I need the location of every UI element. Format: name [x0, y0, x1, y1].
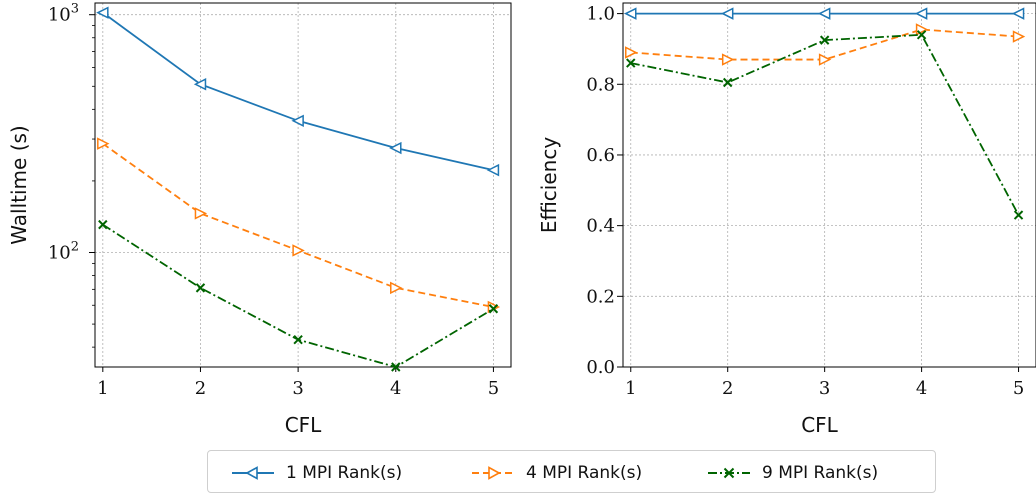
data-point-4-mpi-rank-s [915, 23, 929, 36]
x-tick-label: 2 [722, 378, 733, 399]
y-tick-label: 103 [48, 2, 79, 26]
x-axis-title: CFL [801, 413, 838, 437]
legend: 1 MPI Rank(s) 4 MPI Rank(s) 9 MPI Rank(s… [207, 450, 936, 493]
data-point-9-mpi-rank-s [488, 304, 499, 314]
data-point-1-mpi-rank-s [193, 78, 207, 91]
x-tick-label: 3 [292, 378, 303, 399]
legend-item-1-rank: 1 MPI Rank(s) [230, 451, 402, 494]
axes-frame [94, 2, 512, 368]
walltime-plot: 1 2 3 4 5 102 103 CFL Walltime (s) [7, 2, 512, 437]
y-axis-title: Efficiency [537, 137, 561, 234]
data-point-1-mpi-rank-s [624, 7, 637, 20]
y-tick-label: 0.4 [586, 216, 615, 237]
data-point-1-mpi-rank-s [721, 7, 734, 20]
x-tick-label: 5 [488, 378, 499, 399]
y-tick-label: 0.2 [586, 286, 615, 307]
x-tick-label: 1 [625, 378, 636, 399]
data-point-9-mpi-rank-s [916, 30, 927, 40]
data-point-4-mpi-rank-s [818, 53, 832, 66]
data-point-1-mpi-rank-s [291, 114, 304, 128]
efficiency-plot: 1 2 3 4 5 0.0 0.2 0.4 0.6 0.8 1.0 CFL Efficiency [537, 2, 1036, 437]
x-axis-title: CFL [285, 413, 322, 437]
grid [95, 3, 511, 367]
y-tick-label: 102 [48, 240, 79, 264]
y-tick-label: 0.0 [586, 357, 615, 378]
legend-swatch-1-rank [232, 465, 274, 480]
x-tick-label: 2 [195, 378, 206, 399]
data-point-1-mpi-rank-s [817, 7, 831, 20]
y-tick-label: 1.0 [586, 4, 615, 25]
legend-item-9-rank: 9 MPI Rank(s) [706, 451, 878, 494]
data-point-9-mpi-rank-s [98, 219, 108, 230]
axes-frame [622, 2, 1036, 368]
data-point-9-mpi-rank-s [1013, 210, 1024, 220]
x-tick-label: 3 [819, 378, 830, 399]
data-point-4-mpi-rank-s [194, 207, 208, 220]
legend-label-1-rank: 1 MPI Rank(s) [286, 462, 403, 483]
data-point-9-mpi-rank-s [626, 58, 636, 68]
x-tick-label: 4 [916, 378, 927, 399]
x-tick-label: 5 [1013, 378, 1024, 399]
data-point-1-mpi-rank-s [914, 7, 928, 20]
data-point-1-mpi-rank-s [389, 141, 402, 155]
data-point-9-mpi-rank-s [391, 362, 401, 372]
data-point-4-mpi-rank-s [292, 244, 305, 257]
x-tick-label: 4 [390, 378, 401, 399]
y-tick-label: 0.6 [586, 145, 615, 166]
legend-swatch-9-rank [708, 467, 750, 478]
data-point-1-mpi-rank-s [96, 6, 109, 19]
data-point-4-mpi-rank-s [97, 137, 110, 150]
data-point-1-mpi-rank-s [1011, 7, 1025, 20]
data-point-9-mpi-rank-s [819, 35, 830, 45]
legend-item-4-rank: 4 MPI Rank(s) [470, 451, 642, 494]
data-point-9-mpi-rank-s [722, 77, 733, 88]
legend-swatch-4-rank [472, 465, 514, 480]
x-tick-label: 1 [97, 378, 108, 399]
legend-label-9-rank: 9 MPI Rank(s) [762, 462, 879, 483]
y-tick-label: 0.8 [586, 74, 615, 95]
data-point-4-mpi-rank-s [1012, 30, 1026, 43]
data-point-9-mpi-rank-s [195, 283, 206, 293]
legend-label-4-rank: 4 MPI Rank(s) [526, 462, 643, 483]
data-point-4-mpi-rank-s [721, 53, 735, 66]
data-point-9-mpi-rank-s [293, 334, 303, 345]
data-point-4-mpi-rank-s [625, 46, 638, 59]
data-point-1-mpi-rank-s [486, 163, 500, 177]
y-axis-title: Walltime (s) [7, 125, 31, 244]
data-point-4-mpi-rank-s [390, 281, 403, 295]
